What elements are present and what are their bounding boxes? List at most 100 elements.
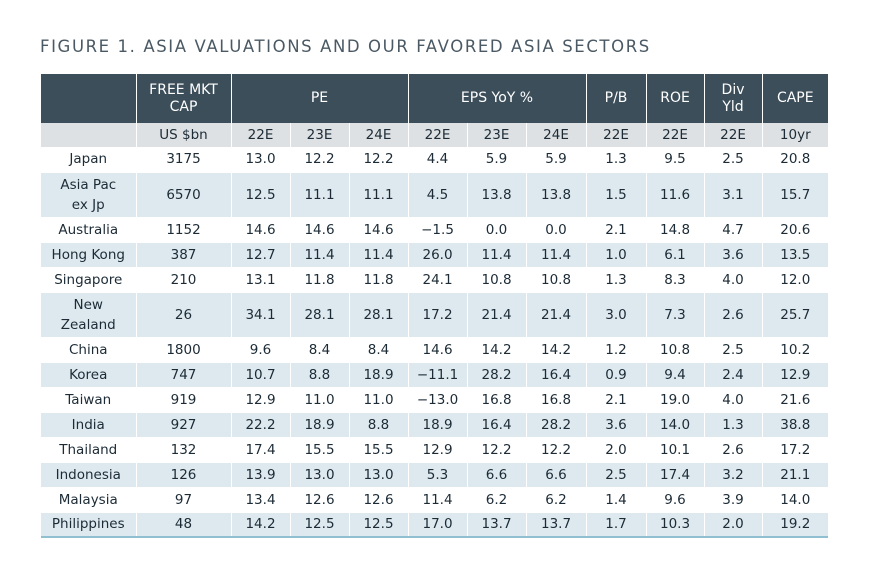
table-cell: 11.1 bbox=[349, 172, 409, 218]
table-cell: 12.6 bbox=[290, 487, 350, 513]
table-cell: 25.7 bbox=[762, 292, 829, 338]
header-row: FREE MKT CAP PE EPS YoY % P/B ROE Div Yl… bbox=[41, 74, 829, 123]
table-cell: 97 bbox=[136, 487, 232, 513]
row-label: Asia Pac ex Jp bbox=[41, 172, 137, 218]
table-cell: 38.8 bbox=[762, 412, 829, 438]
table-cell: 919 bbox=[136, 387, 232, 413]
table-cell: 26 bbox=[136, 292, 232, 338]
table-row: Asia Pac ex Jp 6570 12.5 11.1 11.1 4.5 13.8 13.… bbox=[41, 172, 829, 218]
header-cape: CAPE bbox=[762, 74, 829, 123]
table-cell: 14.2 bbox=[231, 512, 291, 538]
table-cell: 2.4 bbox=[704, 362, 763, 388]
table-cell: 1.5 bbox=[586, 172, 647, 218]
table-cell: 12.0 bbox=[762, 267, 829, 293]
table-cell: 1.2 bbox=[586, 337, 647, 363]
table-cell: 8.8 bbox=[349, 412, 409, 438]
subheader-row: US $bn 22E 23E 24E 22E 23E 24E 22E 22E 2… bbox=[41, 123, 829, 147]
table-cell: 2.5 bbox=[704, 337, 763, 363]
table-cell: 28.2 bbox=[526, 412, 587, 438]
table-cell: 22.2 bbox=[231, 412, 291, 438]
table-cell: 10.3 bbox=[646, 512, 705, 538]
table-cell: 18.9 bbox=[408, 412, 468, 438]
table-cell: 12.7 bbox=[231, 242, 291, 268]
table-cell: 12.6 bbox=[349, 487, 409, 513]
table-cell: 18.9 bbox=[290, 412, 350, 438]
subheader-cell: 24E bbox=[349, 123, 409, 147]
table-cell: 24.1 bbox=[408, 267, 468, 293]
table-cell: 3.6 bbox=[704, 242, 763, 268]
table-cell: 11.0 bbox=[349, 387, 409, 413]
table-cell: 3.1 bbox=[704, 172, 763, 218]
table-cell: 8.4 bbox=[290, 337, 350, 363]
table-cell: −11.1 bbox=[408, 362, 468, 388]
row-label: India bbox=[41, 412, 137, 438]
table-cell: 14.8 bbox=[646, 217, 705, 243]
table-cell: 9.6 bbox=[231, 337, 291, 363]
table-cell: 14.6 bbox=[231, 217, 291, 243]
table-cell: 12.5 bbox=[290, 512, 350, 538]
table-cell: 12.2 bbox=[526, 437, 587, 463]
table-cell: 8.8 bbox=[290, 362, 350, 388]
table-cell: 13.0 bbox=[290, 462, 350, 488]
table-row: Australia 1152 14.6 14.6 14.6 −1.5 0.0 0.0 2.1 14… bbox=[41, 217, 829, 243]
subheader-cell: 23E bbox=[290, 123, 350, 147]
table-cell: 5.3 bbox=[408, 462, 468, 488]
row-label: Australia bbox=[41, 217, 137, 243]
table-cell: 132 bbox=[136, 437, 232, 463]
corner-cell bbox=[41, 74, 137, 123]
table-cell: 13.4 bbox=[231, 487, 291, 513]
table-cell: 12.5 bbox=[349, 512, 409, 538]
table-cell: 4.4 bbox=[408, 147, 468, 173]
table-cell: 11.4 bbox=[290, 242, 350, 268]
table-cell: 15.5 bbox=[349, 437, 409, 463]
table-cell: 11.8 bbox=[290, 267, 350, 293]
row-label: Taiwan bbox=[41, 387, 137, 413]
table-cell: 6.6 bbox=[526, 462, 587, 488]
table-cell: 5.9 bbox=[467, 147, 527, 173]
row-label: Singapore bbox=[41, 267, 137, 293]
table-cell: 4.0 bbox=[704, 267, 763, 293]
table-cell: 12.2 bbox=[349, 147, 409, 173]
table-cell: 13.0 bbox=[349, 462, 409, 488]
table-row: India 927 22.2 18.9 8.8 18.9 16.4 28.2 3.6 14.0 1.… bbox=[41, 412, 829, 438]
table-cell: 747 bbox=[136, 362, 232, 388]
row-label: Korea bbox=[41, 362, 137, 388]
table-cell: 210 bbox=[136, 267, 232, 293]
table-cell: 9.5 bbox=[646, 147, 705, 173]
table-cell: 2.5 bbox=[704, 147, 763, 173]
table-cell: −13.0 bbox=[408, 387, 468, 413]
subheader-cell: 24E bbox=[526, 123, 587, 147]
table-cell: 21.4 bbox=[526, 292, 587, 338]
table-cell: 16.4 bbox=[526, 362, 587, 388]
subheader-cell: 22E bbox=[231, 123, 291, 147]
table-cell: 12.2 bbox=[290, 147, 350, 173]
header-roe: ROE bbox=[646, 74, 705, 123]
table-cell: 6.2 bbox=[467, 487, 527, 513]
table-cell: 1152 bbox=[136, 217, 232, 243]
table-cell: 1.7 bbox=[586, 512, 647, 538]
table-cell: 20.8 bbox=[762, 147, 829, 173]
table-cell: 20.6 bbox=[762, 217, 829, 243]
table-cell: 19.0 bbox=[646, 387, 705, 413]
table-cell: 12.9 bbox=[762, 362, 829, 388]
table-row: Philippines 48 14.2 12.5 12.5 17.0 13.7 13.7 1.7… bbox=[41, 512, 829, 538]
table-cell: 5.9 bbox=[526, 147, 587, 173]
table-cell: 14.6 bbox=[290, 217, 350, 243]
table-cell: 11.8 bbox=[349, 267, 409, 293]
table-cell: 28.2 bbox=[467, 362, 527, 388]
table-cell: 3.0 bbox=[586, 292, 647, 338]
table-cell: 28.1 bbox=[290, 292, 350, 338]
header-pe: PE bbox=[231, 74, 409, 123]
table-cell: 11.4 bbox=[467, 242, 527, 268]
table-cell: 10.8 bbox=[526, 267, 587, 293]
table-cell: 0.9 bbox=[586, 362, 647, 388]
table-cell: 26.0 bbox=[408, 242, 468, 268]
table-cell: 15.7 bbox=[762, 172, 829, 218]
table-cell: 2.1 bbox=[586, 387, 647, 413]
table-cell: 2.0 bbox=[704, 512, 763, 538]
table-cell: 4.5 bbox=[408, 172, 468, 218]
table-cell: 4.7 bbox=[704, 217, 763, 243]
subheader-cell: 22E bbox=[408, 123, 468, 147]
table-cell: 1.3 bbox=[586, 147, 647, 173]
row-label: Hong Kong bbox=[41, 242, 137, 268]
